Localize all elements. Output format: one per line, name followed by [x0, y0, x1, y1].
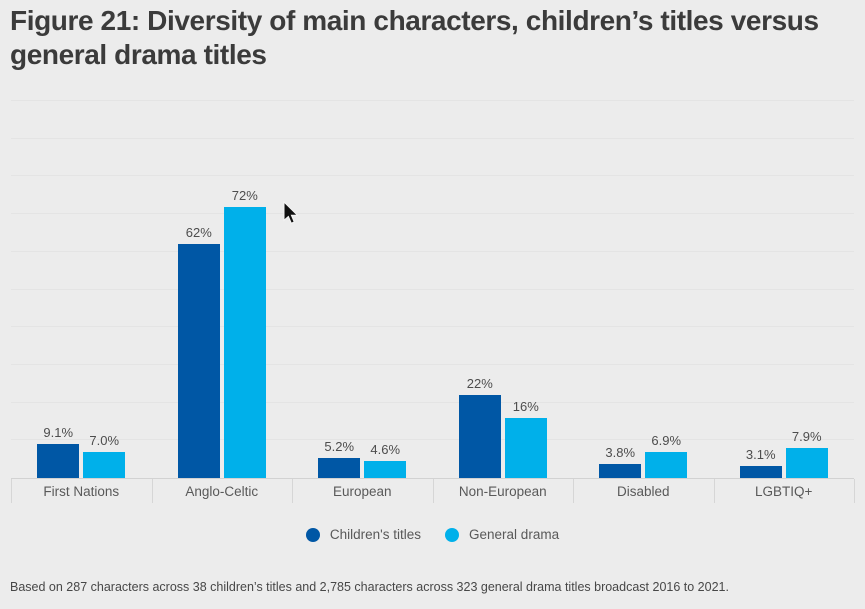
- bar-non-european-series-1[interactable]: [504, 417, 547, 478]
- legend-item-0[interactable]: Children's titles: [305, 527, 422, 542]
- figure-title: Figure 21: Diversity of main characters,…: [10, 5, 819, 70]
- axis-tick: [573, 479, 574, 503]
- gridline: [11, 100, 854, 101]
- category-label-anglo-celtic: Anglo-Celtic: [185, 484, 259, 499]
- legend-label: General drama: [469, 527, 560, 542]
- gridline: [11, 326, 854, 328]
- category-label-first-nations: First Nations: [43, 484, 120, 499]
- axis-tick: [152, 479, 153, 503]
- axis-tick: [433, 479, 434, 503]
- legend-label: Children's titles: [329, 527, 422, 542]
- bar-value-label: 3.8%: [605, 444, 636, 460]
- gridline: [11, 175, 854, 177]
- bar-value-label: 9.1%: [43, 424, 74, 440]
- bar-non-european-series-0[interactable]: [458, 395, 501, 478]
- legend-item-1[interactable]: General drama: [445, 527, 559, 542]
- axis-tick: [714, 479, 715, 503]
- bar-value-label: 4.6%: [370, 441, 401, 457]
- bar-first-nations-series-0[interactable]: [37, 443, 80, 478]
- footnote-text: Based on 287 characters across 38 childr…: [10, 580, 729, 594]
- gridline: [11, 401, 854, 403]
- axis-tick: [11, 479, 12, 503]
- bar-value-label: 72%: [231, 187, 258, 203]
- category-label-european: European: [332, 484, 392, 499]
- bar-value-label: 22%: [466, 376, 493, 392]
- bar-disabled-series-1[interactable]: [645, 452, 688, 478]
- gridline: [11, 137, 854, 139]
- bar-value-label: 62%: [185, 225, 212, 241]
- bar-anglo-celtic-series-1[interactable]: [223, 206, 266, 478]
- gridline: [11, 288, 854, 290]
- bar-lgbtiq--series-0[interactable]: [739, 466, 782, 478]
- bar-european-series-0[interactable]: [318, 458, 361, 478]
- gridline: [11, 439, 854, 441]
- gridline: [11, 213, 854, 215]
- gridline: [11, 363, 854, 365]
- bar-value-label: 16%: [512, 398, 539, 414]
- x-axis: First Nations Anglo-Celtic European Non-Eur…: [11, 479, 855, 505]
- bar-first-nations-series-1[interactable]: [83, 451, 126, 478]
- category-label-disabled: Disabled: [616, 484, 670, 499]
- bar-value-label: 6.9%: [651, 433, 682, 448]
- chart-legend: Children's titles General drama: [0, 527, 865, 542]
- axis-tick: [292, 479, 293, 503]
- bar-lgbtiq--series-1[interactable]: [785, 448, 828, 478]
- bar-value-label: 7.9%: [791, 429, 822, 445]
- bar-value-label: 7.0%: [89, 432, 120, 448]
- bar-anglo-celtic-series-0[interactable]: [177, 244, 220, 478]
- bar-disabled-series-0[interactable]: [599, 463, 642, 478]
- plot-area: 9.1% 7.0% 62% 72% 5.2% 4.6% 22% 16% 3.8% 6.9% 3.1%…: [11, 100, 854, 479]
- category-label-lgbtiq-: LGBTIQ+: [755, 484, 813, 499]
- gridline: [11, 250, 854, 252]
- bar-european-series-1[interactable]: [364, 460, 407, 478]
- legend-marker-icon: [305, 527, 320, 542]
- legend-marker-icon: [445, 527, 460, 542]
- axis-tick: [854, 479, 855, 503]
- category-label-non-european: Non-European: [458, 484, 547, 499]
- bar-value-label: 5.2%: [324, 439, 355, 455]
- bar-value-label: 3.1%: [745, 447, 776, 463]
